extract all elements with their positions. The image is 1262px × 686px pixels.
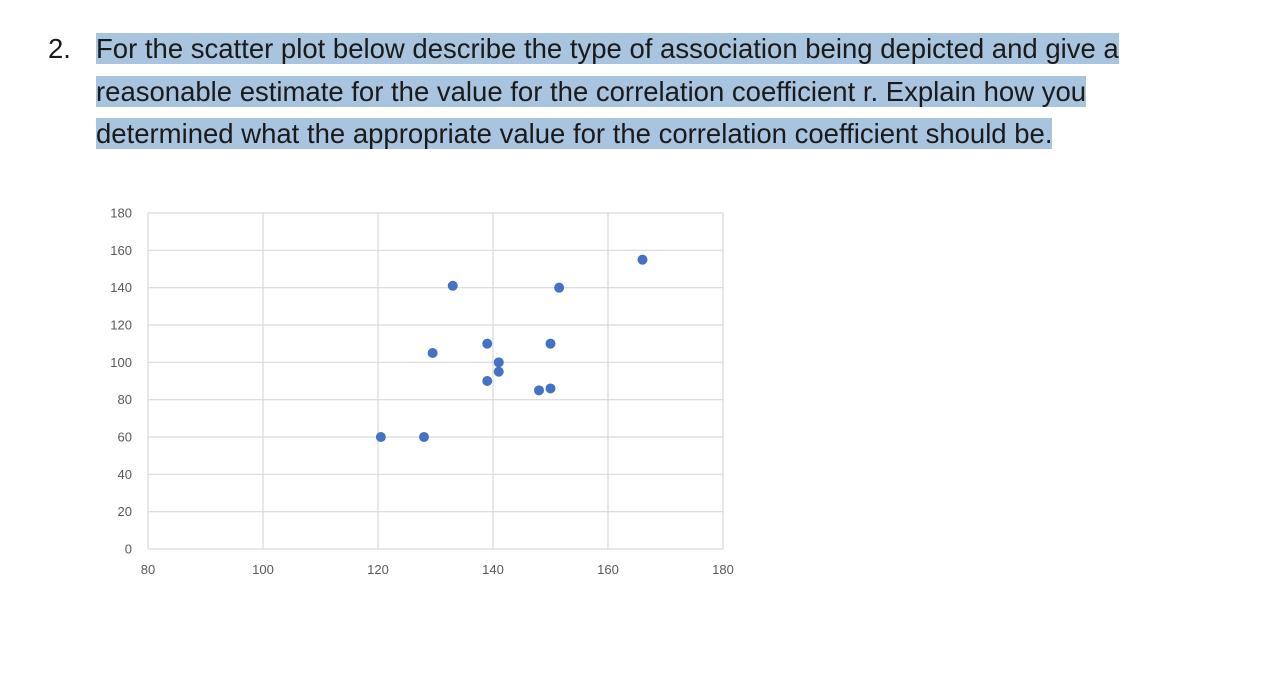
data-point-11 (554, 282, 565, 293)
question-line-2-text: reasonable estimate for the value for th… (96, 75, 1087, 107)
data-points (375, 254, 648, 442)
y-tick-label-9: 180 (110, 206, 132, 221)
y-tick-label-2: 40 (118, 467, 132, 482)
data-point-0 (375, 432, 386, 442)
y-tick-label-1: 20 (118, 504, 132, 519)
data-point-1 (419, 432, 429, 442)
question-text: For the scatter plot below describe the … (96, 28, 1119, 156)
grid-lines (147, 212, 724, 550)
scatter-plot-svg: 0 20 40 60 80 100 120 140 160 180 80 100 120 140 160 1… (110, 206, 734, 578)
y-tick-label-3: 60 (118, 430, 132, 445)
x-tick-labels: 80 100 120 140 160 180 (141, 562, 734, 577)
question-number: 2. (48, 33, 71, 64)
data-point-12 (637, 254, 648, 265)
x-tick-label-5: 180 (712, 562, 734, 577)
data-point-6 (493, 357, 504, 368)
y-tick-label-7: 140 (110, 280, 132, 295)
question-line-1-text: For the scatter plot below describe the … (96, 33, 1119, 64)
data-point-10 (545, 338, 556, 349)
y-tick-label-0: 0 (125, 542, 132, 557)
x-tick-label-2: 120 (367, 562, 389, 577)
data-point-5 (482, 376, 493, 386)
y-tick-label-8: 160 (110, 243, 132, 258)
x-tick-label-3: 140 (482, 562, 504, 577)
data-point-8 (534, 385, 544, 396)
scatter-chart: 0 20 40 60 80 100 120 140 160 180 80 100 120 140 160 1… (90, 195, 750, 595)
y-tick-label-4: 80 (118, 392, 132, 407)
y-tick-labels: 0 20 40 60 80 100 120 140 160 180 (110, 206, 132, 557)
data-point-4 (482, 338, 493, 349)
data-point-9 (545, 383, 556, 394)
y-tick-label-5: 100 (110, 355, 132, 370)
data-point-7 (493, 366, 504, 377)
y-tick-label-6: 120 (110, 318, 132, 333)
x-tick-label-1: 100 (252, 562, 274, 577)
question-line-1: For the scatter plot below describe the … (96, 28, 1119, 71)
question-line-3-text: determined what the appropriate value fo… (96, 118, 1053, 149)
x-tick-label-4: 160 (597, 562, 619, 577)
question-line-3: determined what the appropriate value fo… (96, 113, 1119, 156)
question-line-2: reasonable estimate for the value for th… (96, 71, 1119, 114)
x-tick-label-0: 80 (141, 562, 155, 577)
data-point-3 (447, 280, 458, 291)
data-point-2 (427, 348, 438, 358)
